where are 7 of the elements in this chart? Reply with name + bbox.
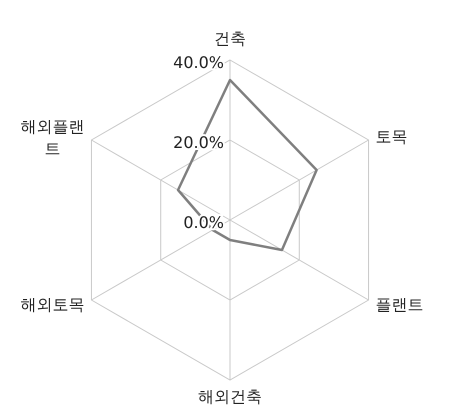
y-tick-label: 40.0% — [173, 53, 224, 72]
spoke-label: 해외플랜트 — [20, 117, 85, 158]
spoke-label: 건축 — [214, 29, 246, 48]
spoke-label: 플랜트 — [375, 295, 424, 314]
spoke-label: 해외건축 — [198, 387, 262, 406]
spoke-label: 해외토목 — [20, 295, 85, 314]
spoke-label: 토목 — [375, 127, 408, 146]
